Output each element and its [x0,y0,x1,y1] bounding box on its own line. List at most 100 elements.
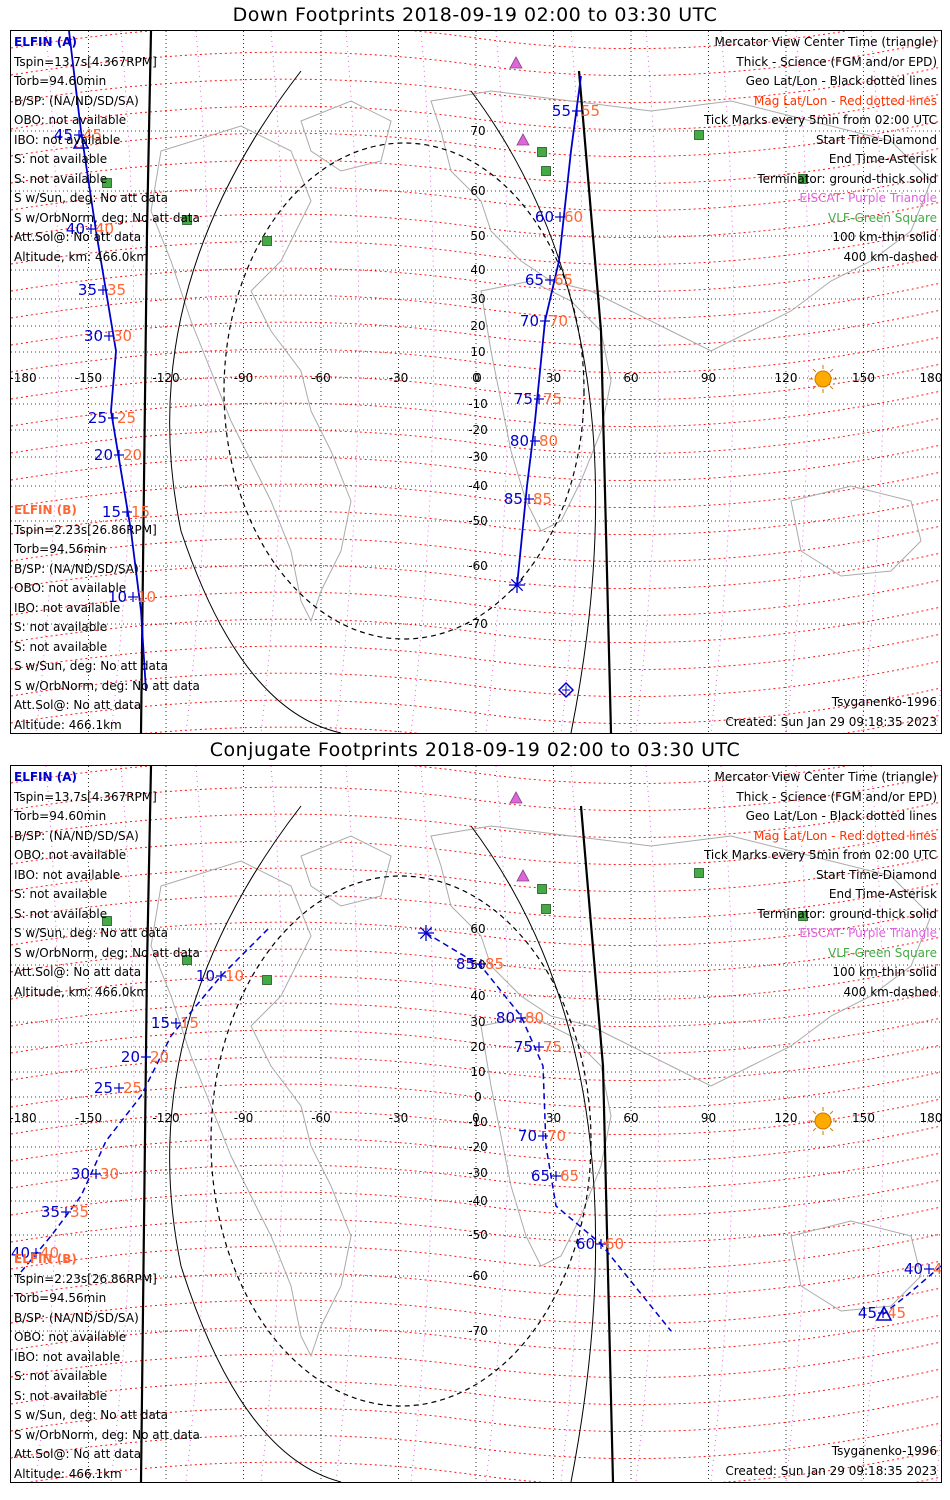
tick-label-red: 65 [560,1167,579,1185]
lat-label: 0 [474,1090,482,1104]
legend-item: 400 km-dashed [843,249,937,264]
mag-lat-curve [11,801,941,839]
mag-lat-curve [11,201,941,239]
legend-item: Mag Lat/Lon - Red dotted lines [753,828,937,843]
mag-lat-curve [11,93,941,131]
mag-lat-curve [11,579,941,617]
elfin-a-line: Tspin=13.7s[4.367RPM] [14,789,157,804]
tick-label-red: 70 [547,1127,566,1145]
end-asterisk [510,578,524,592]
tick-label-blue: 80 [496,1009,515,1027]
vlf-square [102,916,112,926]
legend-item: Start Time-Diamond [815,132,937,147]
elfin-a-line: IBO: not available [14,132,121,147]
lon-label: 180 [920,1111,941,1125]
tick-label-blue: 40 [66,220,85,238]
elfin-a-line: Torb=94.60min [14,809,107,823]
lat-label: -40 [468,1194,488,1208]
legend-item: Thick - Science (FGM and/or EPD) [736,54,937,69]
tick-label-red: 30 [100,1165,119,1183]
lon-label: 90 [701,371,716,385]
lon-label: 0 [472,1111,480,1125]
tick-label-red: 60 [605,1235,624,1253]
elfin-a-line: Torb=94.60min [14,74,107,88]
elfin-a-line: B/SP: (NA/ND/SD/SA) [14,93,139,108]
lon-label: -30 [389,371,409,385]
mag-lat-curve [11,687,941,725]
elfin-b-line: Torb=94.56min [14,1291,107,1305]
legend: Mercator View Center Time (triangle) Thi… [704,33,937,267]
lat-label: -40 [468,479,488,493]
elfin-b-line: Altitude: 466.1km [14,1466,122,1481]
legend-item: Terminator: ground-thick solid [757,906,937,921]
continent-outline [150,860,352,1358]
elfin-a-info: ELFIN (A) Tspin=13.7s[4.367RPM] Torb=94.… [14,33,200,267]
track-line [20,925,272,1273]
sun-ray [812,368,817,373]
lat-label: -10 [468,1115,488,1129]
tick-label-blue: 15 [102,503,121,521]
lat-label: 0 [474,371,482,385]
elfin-a-line: Altitude, km: 466.0km [14,249,149,264]
sun-ray [829,1110,834,1115]
mag-lon-curve [410,766,435,1482]
lat-label: 10 [470,345,485,359]
tick-label-blue: 60 [576,1235,595,1253]
lon-label: 30 [546,371,561,385]
lon-label: 120 [775,371,798,385]
eiscat-triangle [516,133,530,146]
lon-label: -150 [75,1111,102,1125]
lon-label: 180 [920,371,941,385]
legend-item: Mercator View Center Time (triangle) [714,770,937,784]
mag-lat-curve [11,1395,941,1433]
legend-item: Geo Lat/Lon - Black dotted lines [745,809,937,823]
mag-lat-curve [11,471,941,509]
mag-lat-curve [11,1314,941,1352]
mag-lat-curve [11,31,849,50]
sun-icon [814,1112,832,1130]
tick-label-blue: 35 [78,281,97,299]
elfin-b-line: B/SP: (NA/ND/SD/SA) [14,561,139,576]
eiscat-triangle [509,791,523,804]
tick-label-blue: 30 [84,327,103,345]
mag-lat-curve [11,963,941,1001]
legend-item: 400 km-dashed [843,984,937,999]
mag-lat-curve [11,1368,941,1406]
tick-label-blue: 60 [535,208,554,226]
elfin-b-line: S: not available [14,1369,108,1383]
elfin-a-label: ELFIN (A) [14,770,77,784]
sun-icon [814,370,832,388]
mag-lat-curve [11,766,849,785]
sun-ray [829,1127,834,1132]
model-label: Tsyganenko-1996 [831,695,937,709]
map-frame: -180 -150 -120 -90 -60 -30 0 30 60 90 120 150 180 70 6… [10,30,942,734]
tick-label-red: 80 [525,1009,544,1027]
terminator-line [470,90,597,733]
map-svg: -180 -150 -120 -90 -60 -30 0 30 60 90 120 150 180 70 6… [11,31,941,733]
elfin-b-line: IBO: not available [14,600,121,615]
continent-outline [430,825,932,1087]
tick-label-blue: 75 [514,1038,533,1056]
tick-label-red: 85 [485,955,504,973]
sun-ray [829,385,834,390]
legend-item: VLF-Green Square [828,945,937,960]
tick-label-red: 30 [113,327,132,345]
center-time-triangle [875,1305,893,1321]
tick-label-blue: 70 [518,1127,537,1145]
tick-label-red: 25 [123,1079,142,1097]
lon-label: 30 [546,1111,561,1125]
legend-item: Tick Marks every 5min from 02:00 UTC [703,113,937,127]
lon-label: -180 [11,371,37,385]
elfin-b-line: S: not available [14,1388,108,1403]
track-line [425,932,672,1332]
elfin-b-line: OBO: not available [14,1330,127,1344]
lat-label: -50 [468,1228,488,1242]
lon-label: -30 [389,1111,409,1125]
lon-label: 150 [852,371,875,385]
vlf-square [798,174,808,184]
elfin-a-line: Att.Sol@: No att data [14,965,142,979]
vlf-square [102,178,112,188]
tick-label-blue: 65 [531,1167,550,1185]
elfin-a-line: S w/Sun, deg: No att data [14,191,168,205]
vlf-square [694,130,704,140]
